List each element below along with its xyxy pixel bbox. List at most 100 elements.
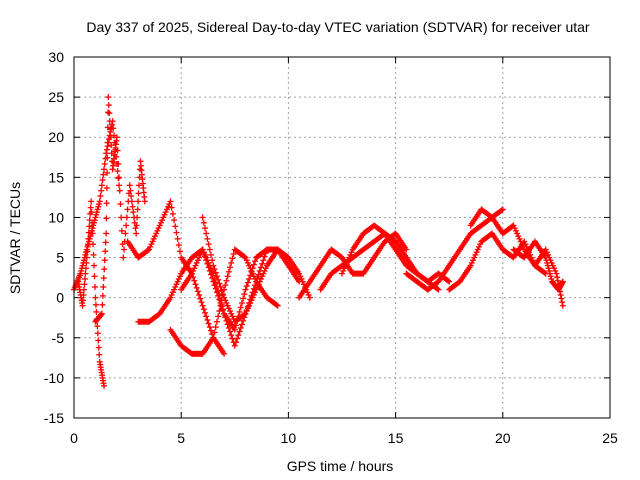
data-point-marker <box>230 250 237 257</box>
data-point-marker <box>213 318 220 325</box>
data-point-marker <box>247 272 254 279</box>
data-point-marker <box>99 177 106 184</box>
data-point-marker <box>552 267 559 274</box>
data-point-marker <box>114 168 121 175</box>
data-point-marker <box>177 273 184 280</box>
data-point-marker <box>106 110 113 117</box>
data-point-marker <box>101 160 108 167</box>
data-point-marker <box>90 251 97 258</box>
data-point-marker <box>90 222 97 229</box>
data-point-marker <box>206 246 213 253</box>
data-point-marker <box>241 253 248 260</box>
data-point-marker <box>545 265 552 272</box>
data-point-marker <box>229 313 236 320</box>
data-point-marker <box>135 198 142 205</box>
data-point-marker <box>215 276 222 283</box>
data-point-marker <box>192 281 199 288</box>
data-point-marker <box>296 270 303 277</box>
data-point-marker <box>197 251 204 258</box>
data-point-marker <box>196 291 203 298</box>
data-point-marker <box>250 273 257 280</box>
y-tick-label: -15 <box>44 410 64 426</box>
data-point-marker <box>557 291 564 298</box>
data-point-marker <box>210 334 217 341</box>
data-point-marker <box>224 302 231 309</box>
data-point-marker <box>225 268 232 275</box>
data-point-marker <box>174 235 181 242</box>
data-point-marker <box>92 301 99 308</box>
x-tick-label: 10 <box>281 430 297 446</box>
data-point-marker <box>348 249 355 256</box>
data-point-marker <box>225 305 232 312</box>
data-point-marker <box>228 310 235 317</box>
y-tick-label: -5 <box>52 330 65 346</box>
data-point-marker <box>175 242 182 249</box>
data-point-marker <box>81 286 88 293</box>
data-point-marker <box>542 254 549 261</box>
data-point-marker <box>242 254 249 261</box>
data-point-marker <box>549 262 556 269</box>
data-point-marker <box>92 214 99 221</box>
data-point-marker <box>242 286 249 293</box>
x-tick-label: 25 <box>602 430 618 446</box>
data-point-marker <box>93 211 100 218</box>
data-point-marker <box>223 300 230 307</box>
data-point-marker <box>79 262 86 269</box>
data-point-marker <box>134 206 141 213</box>
data-point-marker <box>219 291 226 298</box>
data-point-marker <box>161 211 168 218</box>
data-point-marker <box>548 275 555 282</box>
data-point-marker <box>240 317 247 324</box>
y-tick-label: 5 <box>56 250 64 266</box>
data-point-marker <box>242 310 249 317</box>
data-point-marker <box>124 206 131 213</box>
data-point-marker <box>559 299 566 306</box>
data-point-marker <box>213 289 220 296</box>
data-point-marker <box>477 241 484 248</box>
data-point-marker <box>261 253 268 260</box>
x-tick-label: 0 <box>70 430 78 446</box>
plot-frame <box>73 56 611 419</box>
data-point-marker <box>95 344 102 351</box>
data-point-marker <box>250 291 257 298</box>
data-point-marker <box>347 251 354 258</box>
data-point-marker <box>104 154 111 161</box>
data-point-marker <box>103 230 110 237</box>
data-point-marker <box>98 182 105 189</box>
data-point-marker <box>470 257 477 264</box>
data-point-marker <box>253 286 260 293</box>
data-point-marker <box>82 270 89 277</box>
data-point-marker <box>174 278 181 285</box>
data-point-marker <box>215 292 222 299</box>
data-point-marker <box>217 300 224 307</box>
data-point-marker <box>190 267 197 274</box>
data-point-marker <box>207 327 214 334</box>
data-point-marker <box>81 275 88 282</box>
data-point-marker <box>200 250 207 257</box>
data-point-marker <box>339 270 345 277</box>
data-point-marker <box>244 259 251 266</box>
y-tick-label: 10 <box>48 209 64 225</box>
data-point-marker <box>498 207 505 214</box>
data-point-marker <box>148 241 155 248</box>
x-tick-label: 20 <box>495 430 511 446</box>
data-point-marker <box>434 285 441 292</box>
data-point-marker <box>546 267 553 274</box>
data-point-marker <box>102 248 109 255</box>
data-point-marker <box>244 305 251 312</box>
data-point-marker <box>258 264 265 271</box>
data-point-marker <box>274 302 281 309</box>
data-point-marker <box>554 274 561 281</box>
data-point-marker <box>85 235 92 242</box>
data-point-marker <box>234 335 241 342</box>
data-point-marker <box>105 94 112 101</box>
data-point-marker <box>215 313 222 320</box>
data-point-marker <box>212 269 219 276</box>
y-tick-label: 30 <box>48 49 64 65</box>
data-point-marker <box>231 342 238 349</box>
data-point-marker <box>341 265 348 272</box>
data-point-marker <box>511 225 518 232</box>
data-point-marker <box>227 308 234 315</box>
data-point-marker <box>194 257 201 264</box>
data-point-marker <box>95 337 102 344</box>
